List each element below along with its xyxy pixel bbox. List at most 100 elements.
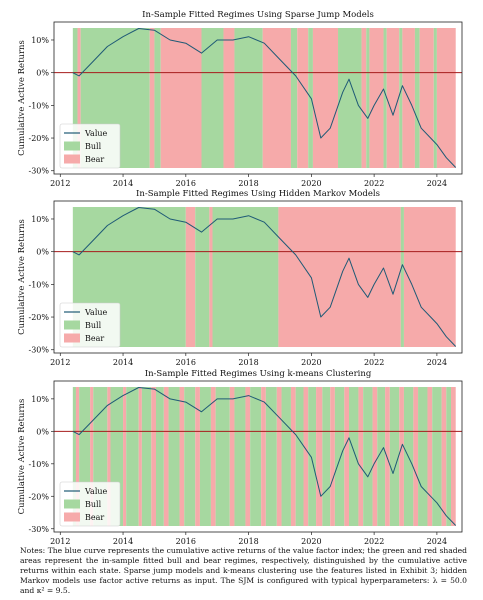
bear-regime-band bbox=[210, 387, 216, 526]
y-tick-label: 0% bbox=[36, 427, 49, 436]
bear-regime-band bbox=[90, 387, 94, 526]
y-axis-label: Cumulative Active Returns bbox=[17, 219, 27, 335]
bull-regime-band bbox=[414, 28, 420, 168]
bull-regime-band bbox=[265, 387, 277, 526]
bull-regime-band bbox=[295, 387, 304, 526]
y-tick-label: -30% bbox=[29, 167, 50, 176]
panel-sparse-jump: In-Sample Fitted Regimes Using Sparse Ju… bbox=[17, 10, 463, 188]
x-tick-label: 2020 bbox=[301, 179, 321, 188]
bull-regime-band bbox=[308, 387, 317, 526]
legend-label: Bear bbox=[85, 334, 104, 343]
bear-regime-band bbox=[160, 28, 202, 168]
bear-regime-band bbox=[419, 28, 434, 168]
x-tick-label: 2024 bbox=[427, 358, 447, 367]
y-tick-label: 10% bbox=[31, 215, 49, 224]
y-tick-label: -20% bbox=[29, 134, 50, 143]
figure: In-Sample Fitted Regimes Using Sparse Ju… bbox=[17, 10, 463, 545]
legend-label: Value bbox=[84, 308, 108, 317]
bull-regime-band bbox=[141, 387, 152, 526]
bear-regime-band bbox=[179, 387, 185, 526]
bull-regime-band bbox=[290, 28, 298, 168]
bear-regime-band bbox=[229, 387, 235, 526]
bull-regime-band bbox=[72, 28, 78, 168]
x-tick-label: 2018 bbox=[238, 537, 258, 545]
bear-regime-band bbox=[209, 207, 213, 347]
legend-label: Bear bbox=[85, 155, 104, 164]
bull-regime-band bbox=[154, 28, 161, 168]
bear-regime-band bbox=[330, 387, 335, 526]
bear-regime-band bbox=[369, 28, 384, 168]
bear-regime-band bbox=[77, 28, 81, 168]
bull-regime-band bbox=[338, 28, 362, 168]
bull-regime-band bbox=[168, 387, 180, 526]
bull-regime-band bbox=[400, 207, 404, 347]
bull-regime-band bbox=[234, 387, 246, 526]
x-tick-label: 2012 bbox=[50, 537, 70, 545]
x-tick-label: 2016 bbox=[176, 358, 196, 367]
x-tick-label: 2014 bbox=[113, 179, 133, 188]
bear-regime-band bbox=[195, 387, 200, 526]
bull-regime-band bbox=[432, 387, 442, 526]
bear-regime-band bbox=[436, 28, 456, 168]
panel-hidden-markov: In-Sample Fitted Regimes Using Hidden Ma… bbox=[17, 189, 463, 367]
legend-swatch-bull bbox=[64, 320, 80, 330]
bull-regime-band bbox=[366, 28, 370, 168]
x-tick-label: 2012 bbox=[50, 358, 70, 367]
bear-regime-band bbox=[149, 28, 155, 168]
bear-regime-band bbox=[386, 28, 400, 168]
bull-regime-band bbox=[349, 387, 359, 526]
bear-regime-band bbox=[262, 28, 291, 168]
bear-regime-band bbox=[276, 387, 282, 526]
bull-regime-band bbox=[199, 387, 211, 526]
y-tick-label: 0% bbox=[36, 69, 49, 78]
bear-regime-band bbox=[403, 207, 456, 347]
bull-regime-band bbox=[334, 387, 345, 526]
bear-regime-band bbox=[75, 387, 80, 526]
bear-regime-band bbox=[163, 387, 169, 526]
legend-swatch-bull bbox=[64, 141, 80, 151]
value-series-line bbox=[72, 207, 457, 347]
bull-regime-band bbox=[322, 387, 331, 526]
plot-frame bbox=[53, 200, 463, 354]
bear-regime-band bbox=[344, 387, 350, 526]
bull-regime-band bbox=[126, 387, 139, 526]
y-tick-label: 10% bbox=[31, 395, 49, 404]
x-tick-label: 2012 bbox=[50, 179, 70, 188]
x-tick-label: 2024 bbox=[427, 179, 447, 188]
y-tick-label: 10% bbox=[31, 36, 49, 45]
legend-label: Value bbox=[84, 487, 108, 496]
plot-frame bbox=[53, 380, 463, 533]
bull-regime-band bbox=[234, 28, 263, 168]
bear-regime-band bbox=[223, 28, 235, 168]
figure-notes: Notes: The blue curve represents the cum… bbox=[20, 546, 467, 595]
plot-frame bbox=[53, 21, 463, 175]
bear-regime-band bbox=[372, 387, 378, 526]
x-tick-label: 2016 bbox=[176, 179, 196, 188]
bear-regime-band bbox=[151, 387, 156, 526]
bear-regime-band bbox=[185, 207, 196, 347]
bear-regime-band bbox=[123, 387, 127, 526]
bear-regime-band bbox=[385, 387, 390, 526]
x-tick-label: 2014 bbox=[113, 358, 133, 367]
y-tick-label: -20% bbox=[29, 313, 50, 322]
x-tick-label: 2022 bbox=[364, 358, 384, 367]
bull-regime-band bbox=[201, 28, 224, 168]
bull-regime-band bbox=[156, 387, 164, 526]
bull-regime-band bbox=[195, 207, 210, 347]
legend-swatch-bear bbox=[64, 512, 80, 522]
x-tick-label: 2022 bbox=[364, 179, 384, 188]
bull-regime-band bbox=[389, 387, 400, 526]
legend-label: Bull bbox=[85, 321, 102, 330]
bear-regime-band bbox=[138, 387, 142, 526]
legend-swatch-bull bbox=[64, 499, 80, 509]
y-tick-label: -10% bbox=[29, 280, 50, 289]
bear-regime-band bbox=[441, 387, 447, 526]
y-axis-label: Cumulative Active Returns bbox=[17, 399, 27, 515]
chart-title: In-Sample Fitted Regimes Using k-means C… bbox=[145, 369, 372, 379]
bear-regime-band bbox=[290, 387, 296, 526]
bull-regime-band bbox=[250, 387, 262, 526]
y-axis-label: Cumulative Active Returns bbox=[17, 40, 27, 156]
bull-regime-band bbox=[399, 28, 403, 168]
bear-regime-band bbox=[451, 387, 456, 526]
y-tick-label: -30% bbox=[29, 346, 50, 355]
